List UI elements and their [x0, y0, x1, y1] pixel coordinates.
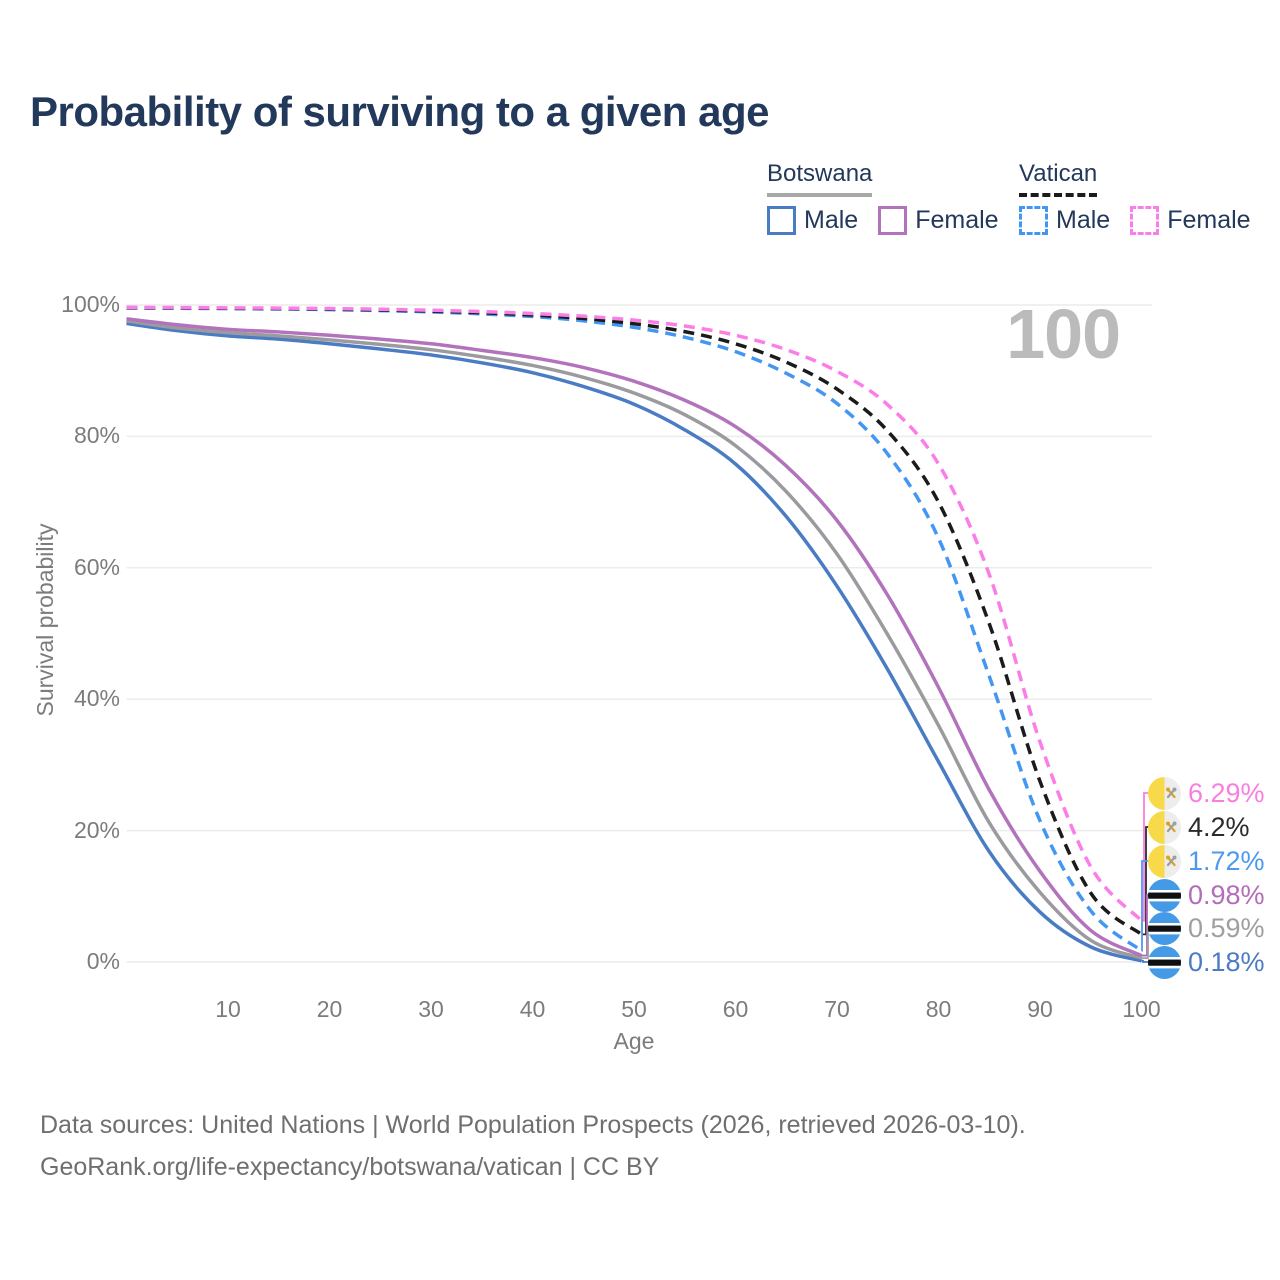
x-axis-title: Age [613, 1028, 655, 1054]
x-tick-label: 100 [1122, 996, 1161, 1022]
y-axis-title: Survival probability [32, 523, 58, 717]
series-line-botswana-both-sexes [126, 319, 1143, 960]
legend-item-label: Male [1056, 206, 1111, 234]
x-tick-label: 70 [824, 996, 850, 1022]
end-value-label: 0.18% [1188, 946, 1265, 977]
legend-item-label: Male [804, 206, 859, 234]
end-value-label: 0.98% [1188, 879, 1265, 910]
end-label-row-botswana: 0.98% [1148, 878, 1265, 912]
chart-title: Probability of surviving to a given age [30, 88, 769, 135]
end-value-label: 0.59% [1188, 912, 1265, 943]
legend-swatch [1019, 206, 1048, 235]
x-tick-label: 90 [1027, 996, 1053, 1022]
legend-swatch [878, 206, 908, 235]
series-line-vatican-female [126, 305, 1143, 922]
y-tick-label: 0% [86, 948, 120, 974]
botswana-flag-icon [1148, 945, 1181, 979]
legend-country-header: Vatican [1019, 160, 1098, 197]
legend-swatch [767, 206, 796, 235]
x-tick-label: 20 [316, 996, 343, 1022]
botswana-flag-icon [1148, 878, 1181, 912]
legend-item-vatican-female[interactable]: Female [1130, 206, 1251, 235]
y-tick-label: 40% [73, 685, 120, 712]
legend-item-label: Female [915, 206, 999, 234]
end-label-connector [1141, 959, 1150, 963]
end-value-label: 1.72% [1188, 845, 1265, 876]
series-line-vatican-both-sexes [126, 305, 1143, 936]
legend-group-vatican: Vatican Male Female [1019, 160, 1251, 235]
vatican-flag-icon [1148, 810, 1181, 844]
end-label-connector [1141, 860, 1150, 952]
legend-item-vatican-male[interactable]: Male [1019, 206, 1110, 235]
botswana-flag-icon [1148, 911, 1181, 945]
end-label-row-vatican: 1.72% [1148, 844, 1265, 878]
end-label-row-vatican: 6.29% [1148, 776, 1265, 810]
vatican-flag-icon [1148, 844, 1181, 878]
footer-line-1: Data sources: United Nations | World Pop… [40, 1111, 1026, 1139]
y-tick-label: 100% [61, 291, 120, 317]
x-tick-label: 80 [925, 996, 952, 1022]
end-label-row-botswana: 0.59% [1148, 911, 1265, 945]
legend-group-botswana: Botswana Male Female [767, 160, 999, 235]
age-counter-watermark: 100 [1006, 295, 1121, 373]
x-tick-label: 40 [519, 996, 546, 1022]
legend-item-botswana-female[interactable]: Female [878, 206, 999, 235]
x-tick-label: 30 [418, 996, 444, 1022]
data-source-footer: Data sources: United Nations | World Pop… [40, 1104, 1026, 1188]
end-value-label: 4.2% [1188, 811, 1250, 842]
y-tick-label: 80% [73, 422, 120, 449]
end-label-row-vatican: 4.2% [1148, 810, 1250, 844]
legend-swatch [1130, 206, 1160, 235]
legend-item-botswana-male[interactable]: Male [767, 206, 858, 235]
x-tick-label: 60 [722, 996, 749, 1022]
legend-country-header: Botswana [767, 160, 873, 197]
vatican-flag-icon [1148, 776, 1181, 810]
footer-line-2: GeoRank.org/life-expectancy/botswana/vat… [40, 1153, 660, 1181]
end-value-label: 6.29% [1188, 777, 1265, 808]
series-line-botswana-male [126, 321, 1142, 963]
series-line-botswana-female [126, 317, 1143, 958]
y-tick-label: 20% [73, 816, 120, 843]
y-tick-label: 60% [73, 553, 120, 580]
x-tick-label: 50 [621, 996, 647, 1022]
x-tick-label: 10 [215, 996, 241, 1022]
legend-item-label: Female [1167, 206, 1251, 234]
end-label-row-botswana: 0.18% [1148, 945, 1265, 979]
